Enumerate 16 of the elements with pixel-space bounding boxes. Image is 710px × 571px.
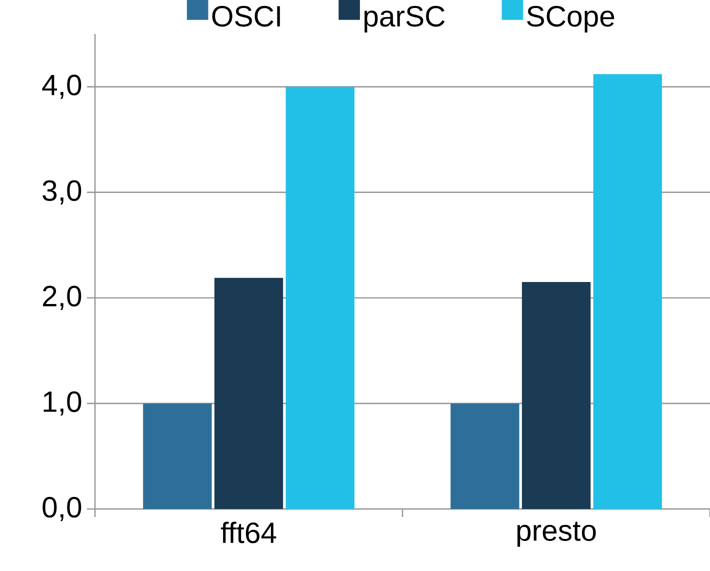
bar — [286, 86, 354, 509]
bar — [593, 74, 662, 509]
legend-label: OSCI — [212, 6, 280, 27]
x-tick-label: fft64 — [220, 522, 276, 544]
y-tick-label: 3,0 — [42, 180, 82, 204]
y-tick-label: 0,0 — [42, 496, 82, 522]
bar — [450, 403, 520, 509]
bar — [522, 282, 591, 509]
bar — [143, 403, 212, 509]
x-tick-label: presto — [517, 522, 596, 547]
bar — [214, 278, 284, 509]
y-tick-label: 2,0 — [42, 286, 82, 310]
legend-label: parSC — [364, 6, 445, 32]
legend-label: SCope — [527, 6, 614, 32]
y-tick-label: 4,0 — [42, 74, 82, 99]
y-tick-label: 1,0 — [44, 391, 82, 416]
